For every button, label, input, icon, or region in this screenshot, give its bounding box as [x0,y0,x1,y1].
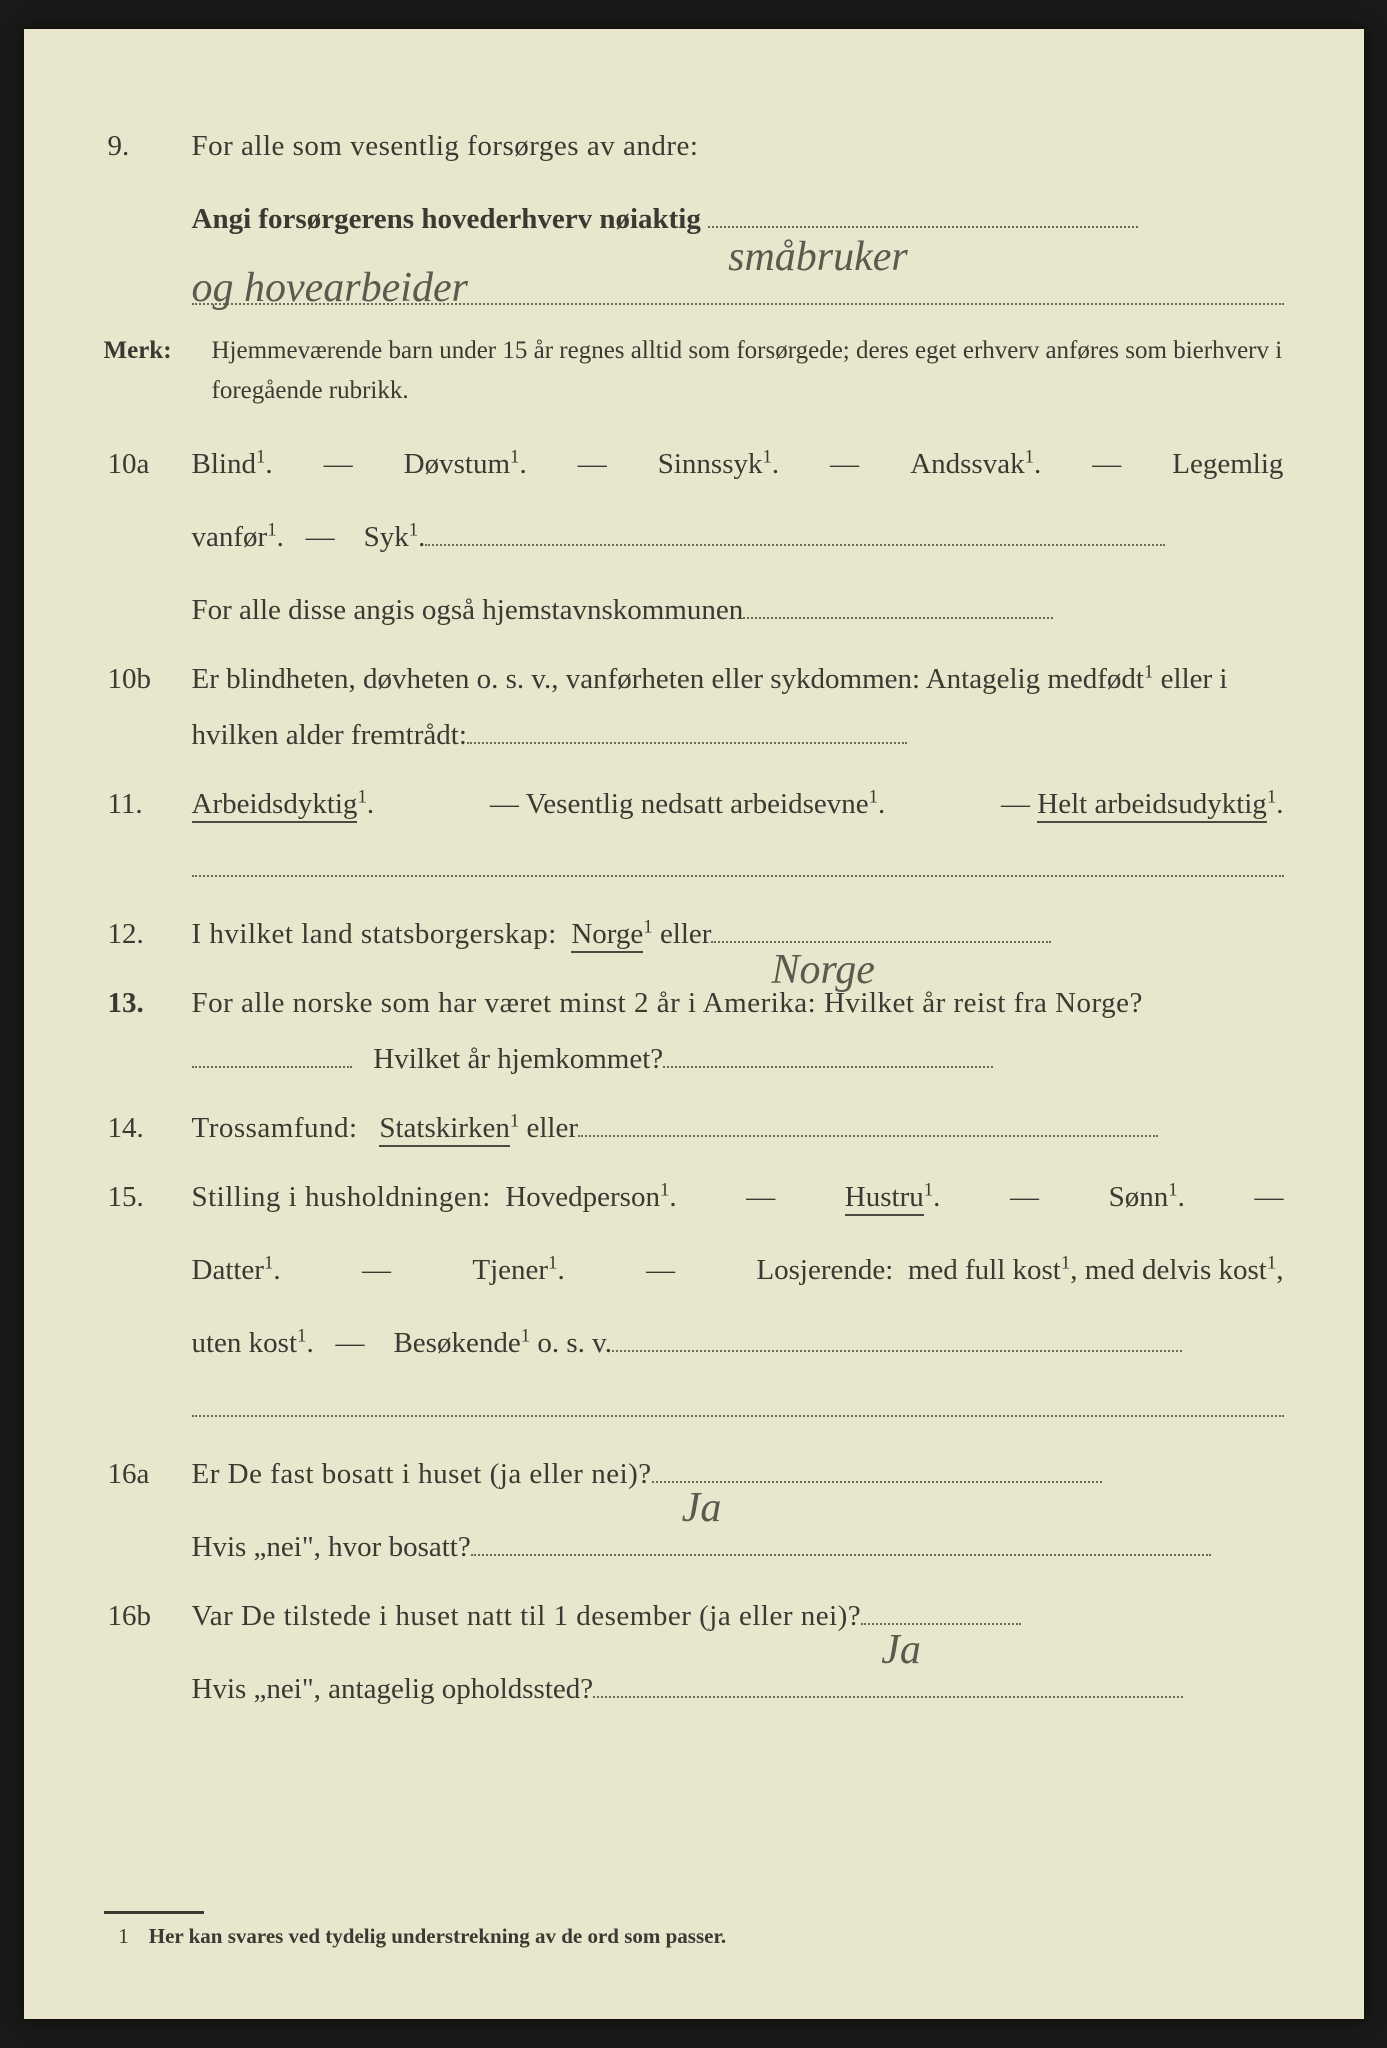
q12-content: I hvilket land statsborgerskap: Norge1 e… [192,907,1284,962]
footnote-num: 1 [104,1924,144,1949]
q10b-content: Er blindheten, døvheten o. s. v., vanfør… [192,652,1284,762]
q11-content: Arbeidsdyktig1. — Vesentlig nedsatt arbe… [192,777,1284,832]
opt-utenkost: uten kost [192,1327,298,1359]
divider-1 [192,852,1284,878]
q13-text: For alle norske som har været minst 2 år… [192,987,1143,1019]
merk-label: Merk: [104,331,212,371]
opt-delviskost: med delvis kost [1085,1254,1267,1286]
q10a-line3-text: For alle disse angis også hjemstavnskomm… [192,594,744,626]
q9-dotted-2: og hovearbeider [192,247,1284,305]
opt-hovedperson: Hovedperson [505,1181,660,1213]
merk-note: Merk: Hjemmeværende barn under 15 år reg… [104,331,1284,411]
q11-num: 11. [104,777,192,832]
merk-text: Hjemmeværende barn under 15 år regnes al… [212,331,1284,411]
q13-content: For alle norske som har været minst 2 år… [192,976,1284,1086]
q14-content: Trossamfund: Statskirken1 eller [192,1101,1284,1156]
q12-norge: Norge [571,918,643,953]
opt-hustru: Hustru [845,1181,924,1216]
q13-text2: Hvilket år hjemkommet? [373,1043,663,1075]
q16a: 16a Er De fast bosatt i huset (ja eller … [104,1447,1284,1575]
q10a-num: 10a [104,437,192,492]
q16b-handwriting: Ja [881,1611,921,1691]
q9: 9. For alle som vesentlig forsørges av a… [104,119,1284,315]
q16a-question: Er De fast bosatt i huset (ja eller nei)… [192,1458,652,1490]
q10b: 10b Er blindheten, døvheten o. s. v., va… [104,652,1284,762]
q13-num: 13. [104,976,192,1031]
divider-2 [192,1391,1284,1417]
q16b: 16b Var De tilstede i huset natt til 1 d… [104,1589,1284,1717]
q12: 12. I hvilket land statsborgerskap: Norg… [104,907,1284,962]
q10b-text: Er blindheten, døvheten o. s. v., vanfør… [192,663,1228,750]
q9-content: For alle som vesentlig forsørges av andr… [192,119,1284,315]
q16b-sub: Hvis „nei", antagelig opholdssted? [192,1673,594,1705]
q9-line2: Angi forsørgerens hovederhverv nøiaktig … [192,192,1284,247]
q15-losjerende: Losjerende: [756,1254,893,1286]
footnote-rule [104,1911,204,1914]
q10a-content: Blind1. — Døvstum1. — Sinnssyk1. — Andss… [192,437,1284,638]
q14-num: 14. [104,1101,192,1156]
opt-fullkost: med full kost [908,1254,1061,1286]
q10a-opts-line2: vanfør1. — Syk1. [192,510,1284,565]
q11: 11. Arbeidsdyktig1. — Vesentlig nedsatt … [104,777,1284,832]
q15: 15. Stilling i husholdningen: Hovedperso… [104,1170,1284,1371]
q10a: 10a Blind1. — Døvstum1. — Sinnssyk1. — A… [104,437,1284,638]
opt-nedsatt: Vesentlig nedsatt arbeidsevne [526,788,869,820]
q9-line2-prefix: Angi forsørgerens hovederhverv nøiaktig [192,203,701,235]
opt-tjener: Tjener [472,1254,548,1286]
q12-num: 12. [104,907,192,962]
q15-text: Stilling i husholdningen: [192,1181,491,1213]
q9-num: 9. [104,119,192,174]
q15-num: 15. [104,1170,192,1225]
opt-arbeidsdyktig: Arbeidsdyktig [192,788,358,823]
q10a-opts-line: Blind1. — Døvstum1. — Sinnssyk1. — Andss… [192,437,1284,492]
q14-text: Trossamfund: [192,1112,358,1144]
q12-text: I hvilket land statsborgerskap: [192,918,557,950]
footnote: 1 Her kan svares ved tydelig understrekn… [104,1911,1284,1949]
q16a-handwriting: Ja [682,1469,722,1549]
q12-or: eller [660,918,712,950]
opt-sinnssyk: Sinnssyk [658,448,763,480]
opt-udyktig: Helt arbeidsudyktig [1037,788,1267,823]
q9-handwriting-2: og hovearbeider [192,249,468,329]
opt-syk: Syk [364,521,409,553]
q15-osv: o. s. v. [537,1327,612,1359]
q9-line1: For alle som vesentlig forsørges av andr… [192,119,1284,174]
q16b-num: 16b [104,1589,192,1644]
opt-andssvak: Andssvak [910,448,1024,480]
q16b-question: Var De tilstede i huset natt til 1 desem… [192,1600,862,1632]
q16b-content: Var De tilstede i huset natt til 1 desem… [192,1589,1284,1717]
census-form-page: 9. For alle som vesentlig forsørges av a… [24,29,1364,2019]
opt-besokende: Besøkende [393,1327,520,1359]
q15-content: Stilling i husholdningen: Hovedperson1. … [192,1170,1284,1371]
opt-sonn: Sønn [1109,1181,1169,1213]
opt-datter: Datter [192,1254,264,1286]
q12-handwriting: Norge [771,931,874,1011]
q16a-sub: Hvis „nei", hvor bosatt? [192,1531,471,1563]
opt-blind: Blind [192,448,256,480]
q10b-num: 10b [104,652,192,707]
q14-statskirken: Statskirken [379,1112,510,1147]
footnote-text: Her kan svares ved tydelig understreknin… [149,1924,726,1948]
q16a-content: Er De fast bosatt i huset (ja eller nei)… [192,1447,1284,1575]
q13: 13. For alle norske som har været minst … [104,976,1284,1086]
q14-or: eller [527,1112,579,1144]
q14: 14. Trossamfund: Statskirken1 eller [104,1101,1284,1156]
opt-dovstum: Døvstum [404,448,510,480]
q10a-line3: For alle disse angis også hjemstavnskomm… [192,583,1284,638]
q16a-num: 16a [104,1447,192,1502]
